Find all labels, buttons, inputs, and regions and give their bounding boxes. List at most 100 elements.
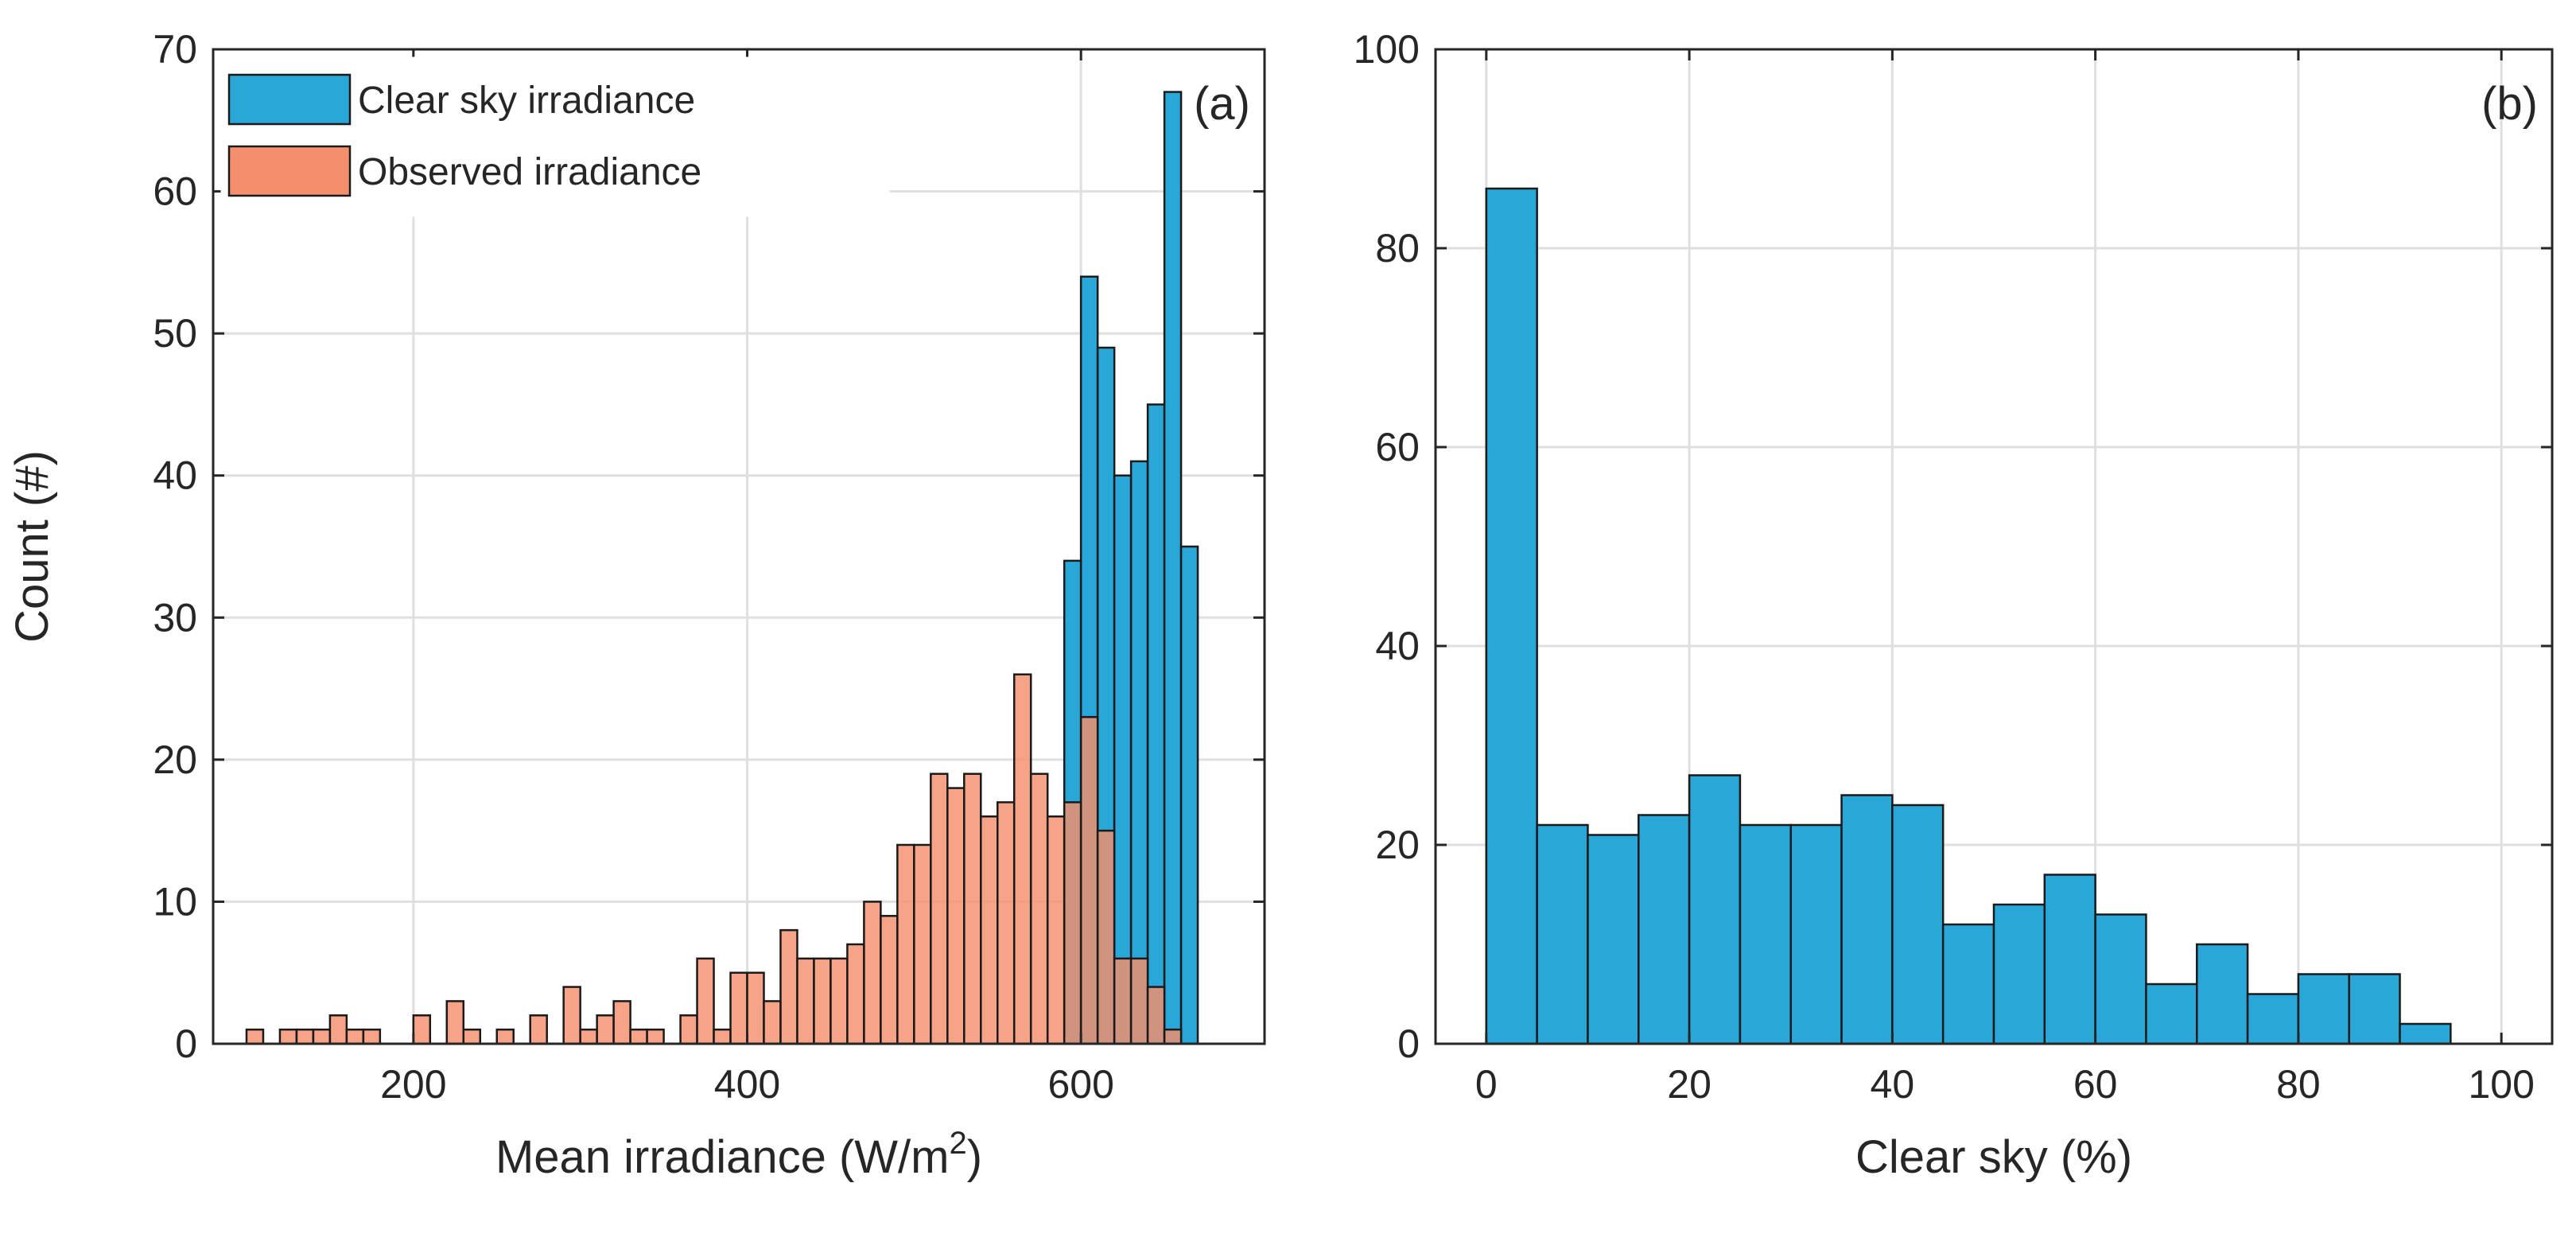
histogram-bar (2297, 973, 2350, 1045)
histogram-bar (1096, 829, 1116, 1045)
y-tick-label: 40 (153, 453, 197, 498)
histogram-bar (1688, 774, 1742, 1045)
histogram-bar (562, 986, 581, 1045)
axes-frame (1434, 48, 2554, 1045)
histogram-bar (1941, 923, 1995, 1045)
histogram-bar (2196, 943, 2249, 1045)
histogram-bar (462, 1028, 481, 1045)
histogram-bar (1113, 957, 1133, 1045)
x-tick-label: 600 (1047, 1062, 1113, 1107)
histogram-bar (980, 815, 999, 1045)
histogram-bar (1163, 91, 1183, 1045)
y-tick-label: 40 (1375, 624, 1420, 668)
histogram-bar (1079, 716, 1099, 1045)
histogram-bar (579, 1028, 598, 1045)
histogram-bar (746, 971, 765, 1045)
panel-label: (a) (1194, 78, 1250, 130)
histogram-bar (1146, 403, 1166, 1045)
histogram-bar (779, 928, 798, 1045)
histogram-bar (1046, 815, 1066, 1045)
histogram-bar (763, 1000, 782, 1045)
y-tick-label: 60 (153, 169, 197, 214)
y-tick-label: 20 (153, 737, 197, 782)
histogram-bar (2043, 874, 2096, 1045)
histogram-bar (679, 1014, 698, 1045)
histogram-bar (412, 1014, 432, 1045)
histogram-bar (612, 1000, 631, 1045)
x-tick-label: 400 (714, 1062, 780, 1107)
histogram-bar (1063, 801, 1082, 1045)
y-tick-label: 30 (153, 595, 197, 640)
histogram-bar (863, 901, 882, 1045)
x-axis-title: Mean irradiance (W/m2) (495, 1126, 982, 1183)
histogram-bar (2246, 993, 2300, 1045)
histogram-bar (1129, 957, 1149, 1045)
y-tick-label: 80 (1375, 226, 1420, 270)
panel-a-histogram: 200 400 600 0 10 20 30 40 50 60 70 Mean irradiance … (6, 27, 1266, 1183)
x-tick-label: 0 (1475, 1062, 1498, 1107)
histogram-bar (1179, 545, 1199, 1045)
x-tick-label: 40 (1871, 1062, 1915, 1107)
histogram-bar (1638, 814, 1691, 1045)
histogram-bar (729, 971, 748, 1045)
histogram-bar (278, 1028, 298, 1045)
x-axis-title: Clear sky (%) (1855, 1131, 2132, 1183)
histogram-bar (830, 957, 849, 1045)
histogram-bar (2348, 973, 2401, 1045)
x-tick-label: 80 (2276, 1062, 2321, 1107)
histogram-bar (328, 1014, 348, 1045)
y-tick-label: 100 (1354, 27, 1420, 72)
legend-swatch (227, 73, 352, 126)
y-tick-label: 70 (153, 27, 197, 72)
histogram-bar (312, 1028, 332, 1045)
histogram-bar (495, 1028, 515, 1045)
histogram-bar (796, 957, 815, 1045)
y-tick-label: 0 (1397, 1021, 1420, 1066)
y-tick-label: 20 (1375, 823, 1420, 867)
x-axis-title-superscript: 2 (949, 1126, 966, 1161)
y-tick-label: 60 (1375, 425, 1420, 469)
histogram-bar (362, 1028, 382, 1045)
histogram-bar (880, 915, 899, 1045)
panel-b-histogram: 0 20 40 60 80 100 0 20 40 60 80 100 Clear sky (%) (b) (1354, 27, 2554, 1183)
histogram-bar (1485, 187, 1538, 1045)
histogram-bar (846, 943, 865, 1045)
histogram-bar (2094, 913, 2147, 1045)
histogram-bar (713, 1028, 732, 1045)
legend-label: Clear sky irradiance (358, 80, 695, 122)
histogram-bar (1789, 823, 1843, 1045)
y-tick-label: 10 (153, 879, 197, 924)
y-tick-label: 0 (175, 1021, 197, 1066)
histogram-bar (596, 1014, 615, 1045)
histogram-bar (646, 1028, 665, 1045)
histogram-bar (1587, 834, 1640, 1045)
histogram-bar (813, 957, 832, 1045)
histogram-bar (529, 1014, 548, 1045)
legend-swatch (227, 145, 352, 197)
ticks: 0 20 40 60 80 100 0 20 40 60 80 100 (1354, 27, 2552, 1107)
histogram-bar (1146, 986, 1166, 1045)
x-axis-title-end: ) (967, 1131, 982, 1183)
panel-label: (b) (2481, 78, 2538, 130)
x-tick-label: 200 (380, 1062, 446, 1107)
histogram-bar (963, 772, 982, 1045)
histogram-bar (629, 1028, 648, 1045)
x-axis-title-text: Clear sky (%) (1855, 1131, 2132, 1183)
series-1-bars (1485, 187, 2452, 1045)
histogram-bar (345, 1028, 365, 1045)
histogram-bar (2399, 1022, 2452, 1045)
histogram-bar (930, 772, 949, 1045)
histogram-bar (997, 801, 1016, 1045)
histogram-bar (696, 957, 715, 1045)
histogram-bar (1029, 772, 1049, 1045)
histogram-bar (445, 1000, 465, 1045)
histogram-bar (1163, 1028, 1183, 1045)
axes-frame (212, 48, 1266, 1045)
histogram-bar (896, 843, 915, 1045)
x-tick-label: 100 (2468, 1062, 2534, 1107)
histogram-bar (946, 787, 966, 1045)
x-axis-title-text: Mean irradiance (W/m (495, 1131, 949, 1183)
legend: Clear sky irradiance Observed irradiance (220, 56, 890, 217)
y-axis-title: Count (#) (6, 450, 58, 643)
